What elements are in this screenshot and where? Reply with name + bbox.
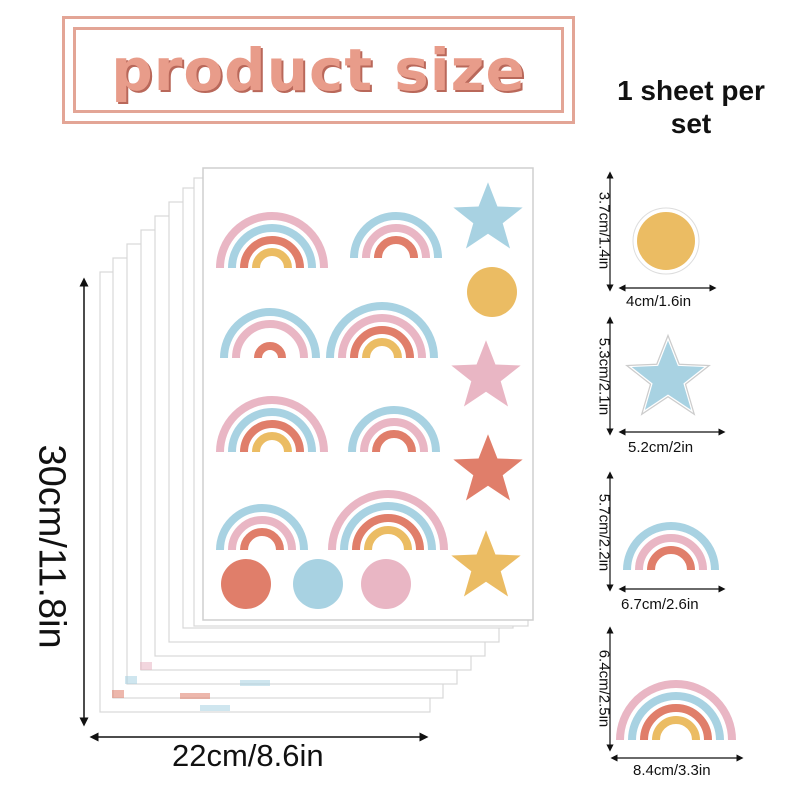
rainbow-6: [348, 406, 440, 453]
large-rainbow-width-label: 8.4cm/3.3in: [633, 762, 711, 779]
dot-coral: [221, 559, 271, 609]
item-star: [606, 316, 726, 436]
circle-height-label: 3.7cm/1.4in: [595, 191, 613, 270]
title-frame: product size: [62, 16, 575, 124]
rainbow-7: [216, 504, 308, 551]
rainbow-2: [350, 212, 442, 259]
dot-yellow: [467, 267, 517, 317]
small-rainbow-height-label: 5.7cm/2.2in: [595, 493, 613, 572]
star-yellow: [451, 530, 521, 597]
rainbow-8: [328, 490, 448, 551]
rainbow-3: [220, 308, 320, 359]
dot-blue: [293, 559, 343, 609]
page-title: product size: [111, 36, 526, 104]
item-circle: [606, 171, 717, 292]
rainbow-1: [216, 212, 328, 269]
star-width-label: 5.2cm/2in: [628, 439, 694, 456]
star-pink: [451, 340, 521, 407]
item-small-rainbow: [606, 471, 727, 593]
stacked-sheet-edges: [112, 662, 270, 711]
star-blue: [453, 182, 523, 249]
large-rainbow-height-label: 6.4cm/2.5in: [595, 649, 613, 728]
sheet-width-label: 22cm/8.6in: [172, 738, 324, 773]
rainbow-grid: [216, 212, 448, 551]
rainbow-4: [326, 302, 438, 359]
star-coral: [453, 434, 523, 501]
sheet-height-label: 30cm/11.8in: [30, 444, 73, 649]
dot-pink: [361, 559, 411, 609]
title-inner-frame: product size: [73, 27, 564, 113]
rainbow-5: [216, 396, 328, 453]
circle-width-label: 4cm/1.6in: [626, 293, 692, 310]
star-height-label: 5.3cm/2.1in: [595, 337, 613, 416]
sheet-count-label: 1 sheet per set: [617, 75, 765, 139]
small-rainbow-width-label: 6.7cm/2.6in: [621, 596, 699, 613]
item-large-rainbow: [606, 626, 744, 762]
sheet-stars-circles: [221, 182, 523, 609]
